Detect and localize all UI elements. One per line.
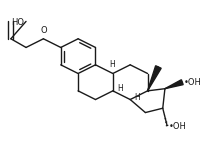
Text: H: H [117,84,123,93]
Text: O: O [41,26,47,35]
Text: •OH: •OH [184,78,202,87]
Polygon shape [165,80,183,89]
Text: HO: HO [11,18,24,27]
Text: H: H [134,93,140,102]
Text: •OH: •OH [169,122,187,131]
Text: H: H [109,60,115,69]
Polygon shape [148,66,161,91]
